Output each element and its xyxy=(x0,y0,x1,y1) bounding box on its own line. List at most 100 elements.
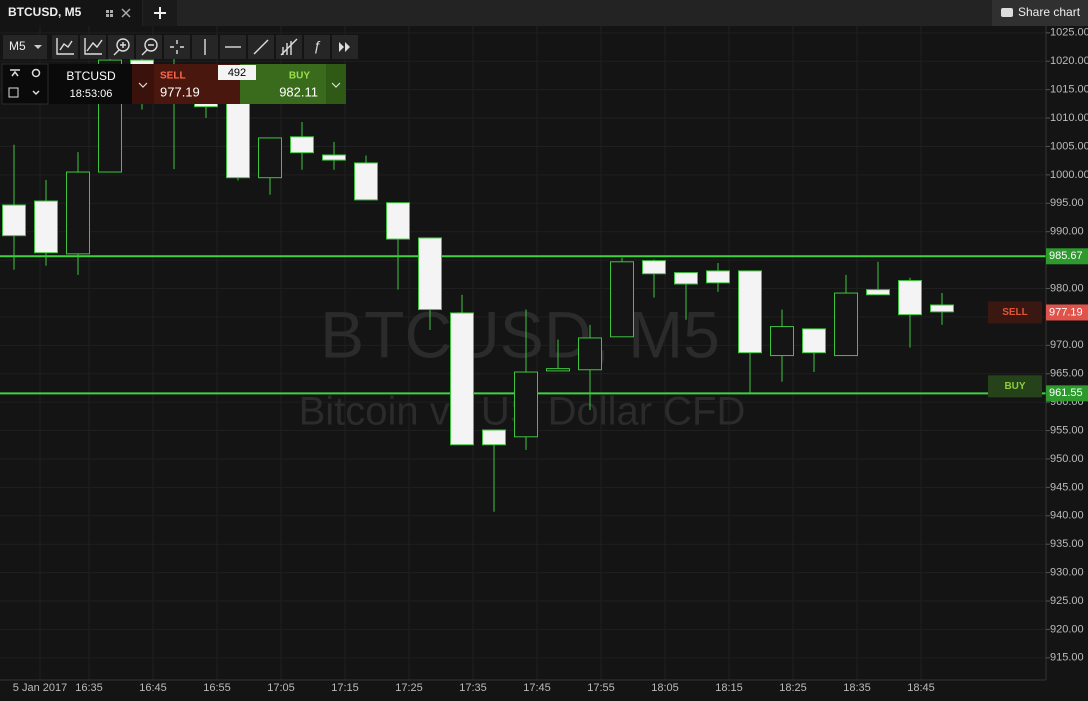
y-tick-label: 1000.00 xyxy=(1050,169,1088,181)
spread-box xyxy=(218,65,256,80)
y-tick-label: 950.00 xyxy=(1050,453,1084,465)
buy-badge xyxy=(988,375,1042,398)
x-tick-label: 5 Jan 2017 xyxy=(13,682,67,694)
y-tick-label: 925.00 xyxy=(1050,595,1084,607)
price-tag-label: 977.19 xyxy=(1049,306,1083,318)
tab-bar xyxy=(0,0,1088,26)
x-tick-label: 18:35 xyxy=(843,682,871,694)
x-tick-label: 17:35 xyxy=(459,682,487,694)
expand-icon[interactable] xyxy=(32,90,40,96)
zoom-out-button[interactable] xyxy=(136,35,162,59)
candle-body xyxy=(450,312,474,446)
candle-body xyxy=(34,200,58,254)
buy-badge-label: BUY xyxy=(1004,381,1025,392)
candle-body xyxy=(258,137,282,179)
y-tick-label: 995.00 xyxy=(1050,197,1084,209)
buy-dropdown[interactable] xyxy=(326,64,346,104)
x-tick-label: 16:55 xyxy=(203,682,231,694)
candle-body xyxy=(738,270,762,354)
watermark-title: BTCUSD, M5 xyxy=(320,297,720,371)
y-tick-label: 970.00 xyxy=(1050,339,1084,351)
candle-body xyxy=(770,326,794,357)
y-tick-label: 965.00 xyxy=(1050,368,1084,380)
y-tick-label: 1025.00 xyxy=(1050,27,1088,39)
popout-icon[interactable] xyxy=(8,87,19,98)
tool-icon xyxy=(170,40,184,54)
tool-icon xyxy=(116,38,130,52)
tool-icon xyxy=(144,38,158,52)
toolbar: M5 ƒ xyxy=(3,35,358,59)
level-tag-label: 985.67 xyxy=(1049,250,1083,262)
candle-body xyxy=(930,304,954,313)
tool-icon: ƒ xyxy=(313,38,321,54)
timeframe: M5 xyxy=(9,39,26,53)
price-tag xyxy=(1046,304,1088,321)
y-tick-label: 955.00 xyxy=(1050,424,1084,436)
price-axis xyxy=(1046,26,1088,696)
y-tick-label: 1010.00 xyxy=(1050,112,1088,124)
candle-body xyxy=(514,371,538,438)
x-tick-label: 17:25 xyxy=(395,682,423,694)
candle-body xyxy=(290,136,314,154)
y-tick-label: 920.00 xyxy=(1050,623,1084,635)
sell-price: 977.19 xyxy=(160,84,200,99)
tool-button[interactable] xyxy=(52,35,78,59)
tool-icon xyxy=(56,38,74,55)
dropdown-arrow xyxy=(138,82,148,88)
x-tick-label: 17:55 xyxy=(587,682,615,694)
x-tick-label: 17:45 xyxy=(523,682,551,694)
x-tick-label: 18:05 xyxy=(651,682,679,694)
time-axis xyxy=(0,680,1046,696)
x-tick-label: 17:05 xyxy=(267,682,295,694)
zoom-in-button[interactable] xyxy=(108,35,134,59)
y-tick-label: 990.00 xyxy=(1050,226,1084,238)
candle-body xyxy=(642,260,666,275)
candle-body xyxy=(418,237,442,311)
x-tick-label: 18:15 xyxy=(715,682,743,694)
candle-body xyxy=(674,272,698,285)
collapse-icon[interactable] xyxy=(10,69,20,77)
candle-body xyxy=(322,154,346,161)
candle-body xyxy=(578,337,602,371)
candle-body xyxy=(386,202,410,240)
y-tick-label: 930.00 xyxy=(1050,567,1084,579)
panel-icons xyxy=(1,63,49,105)
crosshair-button[interactable] xyxy=(164,35,190,59)
y-tick-label: 1005.00 xyxy=(1050,140,1088,152)
tool-icon xyxy=(141,44,154,56)
buy-label: BUY xyxy=(289,71,310,82)
y-tick-label: 980.00 xyxy=(1050,282,1084,294)
sell-dropdown[interactable] xyxy=(132,64,154,104)
x-tick-label: 16:45 xyxy=(139,682,167,694)
x-tick-label: 18:25 xyxy=(779,682,807,694)
sell-badge xyxy=(988,301,1042,324)
symbol: BTCUSD xyxy=(66,69,116,83)
tool-icon xyxy=(280,38,298,56)
candle-body xyxy=(2,204,26,237)
share-label: Share chart xyxy=(1018,5,1081,19)
level-tag xyxy=(1046,248,1088,265)
candle-body xyxy=(610,261,634,338)
tab-layout-icon[interactable] xyxy=(106,10,113,17)
candle-body xyxy=(898,280,922,316)
candle-body xyxy=(354,162,378,201)
candle-body xyxy=(66,171,90,255)
candle-body xyxy=(482,429,506,446)
camera-icon xyxy=(1001,8,1013,17)
plus-icon xyxy=(154,7,166,19)
indicator-button[interactable] xyxy=(304,35,330,59)
tool-button[interactable] xyxy=(80,35,106,59)
sell-badge-label: SELL xyxy=(1002,307,1028,318)
y-tick-label: 945.00 xyxy=(1050,481,1084,493)
tool-icon xyxy=(113,42,126,56)
level-tag-label: 961.55 xyxy=(1049,387,1083,399)
search-icon[interactable] xyxy=(31,68,41,78)
dropdown-arrow xyxy=(34,45,42,49)
server-time: 18:53:06 xyxy=(70,88,113,100)
tool-icon xyxy=(253,39,269,55)
buy-price: 982.11 xyxy=(279,84,318,99)
tab[interactable] xyxy=(0,0,142,26)
candle-body xyxy=(546,368,570,372)
tab-close[interactable] xyxy=(121,8,131,18)
